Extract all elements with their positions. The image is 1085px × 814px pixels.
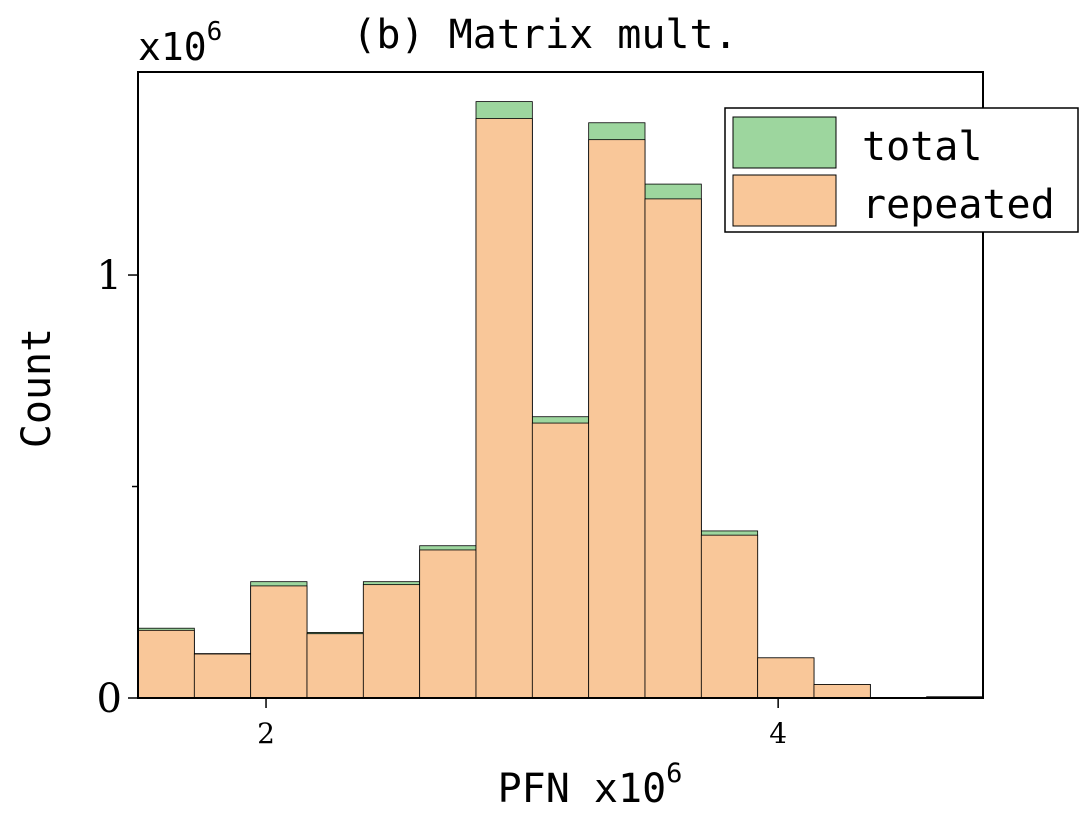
bar-repeated-1	[193, 653, 252, 699]
bar-repeated-9	[644, 198, 702, 699]
legend-swatch-total	[732, 116, 837, 169]
legend-swatch-repeated	[732, 174, 837, 227]
bar-repeated-11	[757, 657, 815, 699]
x-axis-label-spacer	[570, 766, 594, 812]
bar-repeated-7	[531, 422, 590, 699]
bar-repeated-10	[700, 534, 759, 699]
bar-repeated-5	[419, 549, 477, 699]
chart-title: (b) Matrix mult.	[352, 12, 737, 58]
x-tick-label-0: 2	[257, 717, 275, 750]
plot-frame	[137, 71, 984, 699]
ticks-layer: 2 4 0 1	[97, 253, 788, 750]
x-axis-multiplier-exponent: 6	[666, 758, 682, 789]
x-tick-label-1: 4	[769, 717, 787, 750]
bar-repeated-3	[306, 633, 364, 699]
y-axis-label: Count	[14, 328, 60, 448]
bar-repeated-12	[813, 684, 871, 699]
y-axis-multiplier: x106	[138, 17, 222, 69]
legend: total repeated	[724, 107, 1079, 233]
bar-repeated-4	[362, 584, 421, 699]
y-tick-label-1: 1	[97, 253, 122, 299]
bar-repeated-2	[250, 585, 308, 699]
y-tick-label-0: 0	[97, 676, 122, 722]
y-axis-multiplier-exponent: 6	[207, 17, 223, 47]
bar-repeated-8	[588, 139, 646, 699]
x-axis-multiplier-base: x10	[594, 766, 666, 812]
x-axis-label-text: PFN	[498, 766, 570, 812]
y-axis-multiplier-base: x10	[138, 25, 207, 69]
bar-repeated-6	[475, 118, 533, 699]
bar-repeated-0	[137, 629, 195, 699]
bars-layer	[137, 101, 984, 699]
legend-label-repeated: repeated	[862, 182, 1055, 228]
legend-label-total: total	[862, 124, 982, 170]
x-axis-label: PFN x106	[498, 758, 683, 812]
